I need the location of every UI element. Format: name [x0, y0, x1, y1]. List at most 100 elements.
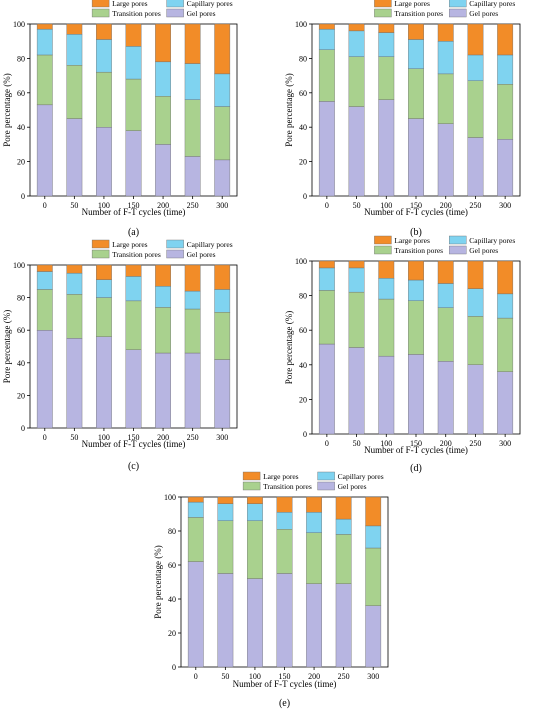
y-tick-label: 40	[168, 595, 176, 604]
bar-segment-large	[96, 264, 112, 280]
legend-label-gel: Gel pores	[338, 482, 367, 491]
y-tick-label: 100	[164, 493, 176, 502]
legend-swatch-gel	[317, 481, 335, 491]
bar-segment-gel	[125, 130, 142, 197]
legend-swatch-transition	[374, 245, 392, 255]
bar-segment-gel	[348, 106, 365, 197]
bar-segment-large	[125, 264, 142, 277]
bar-segment-large	[155, 23, 171, 63]
x-tick-label: 50	[70, 201, 78, 210]
bar-segment-gel	[96, 126, 112, 197]
bar-segment-transition	[96, 71, 112, 128]
bar-segment-capillary	[125, 276, 142, 302]
legend-item-gel: Gel pores	[166, 249, 216, 259]
bar-segment-large	[348, 260, 365, 269]
legend-label-transition: Transition pores	[263, 482, 312, 491]
bar-segment-transition	[335, 534, 352, 584]
y-tick-label: 20	[299, 158, 307, 167]
legend-item-capillary: Capillary pores	[166, 0, 233, 8]
legend-label-gel: Gel pores	[469, 246, 498, 255]
x-tick-label: 100	[98, 201, 110, 210]
bar-segment-gel	[247, 578, 263, 668]
legend-item-capillary: Capillary pores	[317, 471, 384, 481]
bar-segment-transition	[467, 316, 484, 365]
legend-label-transition: Transition pores	[394, 246, 443, 255]
y-tick-label: 80	[17, 54, 25, 63]
legend-item-large: Large pores	[374, 0, 430, 8]
y-tick-label: 0	[303, 430, 307, 439]
bar-segment-transition	[125, 78, 142, 131]
bar-segment-capillary	[214, 289, 231, 313]
legend-label-capillary: Capillary pores	[187, 240, 233, 249]
legend-label-gel: Gel pores	[187, 9, 216, 18]
y-tick-label: 40	[17, 359, 25, 368]
bar-segment-transition	[36, 289, 53, 331]
x-axis-label: Number of F-T cycles (time)	[233, 679, 337, 689]
y-tick-label: 20	[17, 391, 25, 400]
bar-segment-transition	[214, 106, 231, 161]
bar-segment-gel	[187, 561, 204, 668]
legend-item-capillary: Capillary pores	[449, 235, 515, 245]
bar-segment-transition	[408, 300, 424, 355]
x-tick-label: 100	[249, 672, 261, 681]
bar-segment-capillary	[467, 288, 484, 317]
bar-segment-gel	[276, 573, 293, 668]
bar-segment-gel	[184, 156, 201, 197]
x-tick-label: 100	[380, 201, 392, 210]
y-axis-label: Pore percentage (%)	[2, 73, 12, 146]
bar-segment-capillary	[155, 285, 171, 308]
y-tick-label: 20	[168, 629, 176, 638]
bar-segment-transition	[365, 547, 382, 606]
y-tick-label: 100	[295, 20, 307, 29]
bar-segment-capillary	[217, 503, 234, 521]
legend-item-transition: Transition pores	[374, 245, 443, 255]
x-tick-label: 150	[410, 439, 422, 448]
x-tick-label: 100	[380, 439, 392, 448]
bar-segment-gel	[497, 139, 514, 197]
bar-segment-gel	[408, 354, 424, 435]
x-axis-label: Number of F-T cycles (time)	[364, 445, 468, 455]
bar-segment-gel	[66, 118, 83, 197]
bar-segment-gel	[408, 118, 424, 197]
x-tick-label: 100	[98, 433, 110, 442]
legend-label-gel: Gel pores	[469, 9, 498, 18]
bar-segment-capillary	[497, 293, 514, 319]
y-tick-label: 60	[17, 89, 25, 98]
bar-segment-large	[184, 264, 201, 292]
legend-swatch-transition	[374, 8, 392, 18]
bar-segment-capillary	[155, 61, 171, 97]
chart-panel-2: 0 20 40 60 80 100 Pore percentage (%) 0 50 100 150…	[2, 239, 238, 472]
bar-segment-large	[276, 496, 293, 513]
bar-segment-transition	[437, 73, 454, 124]
bar-segment-large	[184, 23, 201, 64]
x-tick-label: 300	[499, 201, 511, 210]
bar-segment-gel	[348, 347, 365, 435]
bar-segment-capillary	[437, 283, 454, 308]
y-tick-label: 60	[299, 326, 307, 335]
bar-segment-capillary	[467, 54, 484, 81]
bar-segment-gel	[36, 330, 53, 429]
legend-label-transition: Transition pores	[112, 9, 161, 18]
bar-segment-gel	[497, 371, 514, 435]
y-tick-label: 20	[299, 395, 307, 404]
x-tick-label: 300	[499, 439, 511, 448]
legend-swatch-capillary	[166, 239, 184, 249]
x-tick-label: 200	[157, 433, 169, 442]
bar-segment-large	[318, 260, 335, 269]
bar-segment-large	[306, 496, 322, 513]
panel-label: (b)	[410, 227, 422, 238]
bar-segment-gel	[306, 583, 322, 668]
legend-label-large: Large pores	[394, 236, 430, 245]
x-tick-label: 250	[187, 201, 199, 210]
legend-label-large: Large pores	[263, 472, 299, 481]
legend-swatch-capillary	[166, 0, 184, 8]
x-tick-label: 200	[308, 672, 320, 681]
legend-label-large: Large pores	[394, 0, 430, 8]
x-tick-label: 50	[353, 201, 361, 210]
bar-segment-gel	[365, 605, 382, 668]
bar-segment-gel	[66, 338, 83, 429]
legend-item-capillary: Capillary pores	[166, 239, 233, 249]
y-tick-label: 40	[299, 123, 307, 132]
bar-segment-large	[378, 260, 395, 279]
bar-segment-capillary	[318, 28, 335, 50]
